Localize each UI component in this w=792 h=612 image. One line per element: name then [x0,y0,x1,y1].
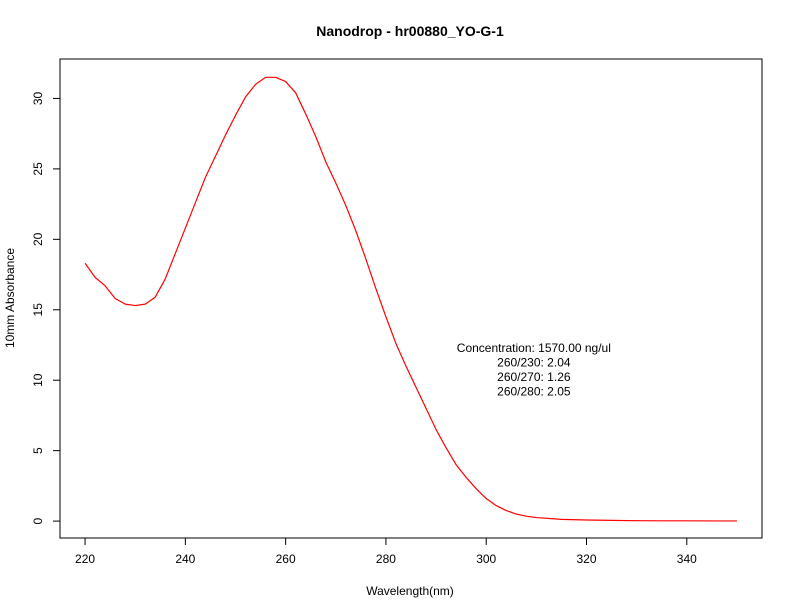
x-tick-label: 300 [476,552,496,566]
x-axis: 220 240 260 280 300 320 340 [75,538,697,566]
y-axis: 0 5 10 15 20 25 30 [31,91,60,524]
x-tick-label: 240 [175,552,195,566]
x-tick-label: 340 [677,552,697,566]
annotation-line: Concentration: 1570.00 ng/ul [457,341,611,355]
absorbance-series-line [84,76,737,522]
y-tick-label: 25 [31,162,45,176]
plot-frame [59,58,763,539]
x-axis-label: Wavelength(nm) [366,584,454,598]
y-tick-label: 0 [31,517,45,524]
annotation-line: 260/280: 2.05 [497,385,571,399]
x-tick-label: 320 [576,552,596,566]
annotation-line: 260/230: 2.04 [497,356,571,370]
y-tick-label: 10 [31,373,45,387]
y-tick-label: 5 [31,447,45,454]
chart-title: Nanodrop - hr00880_YO-G-1 [316,23,504,39]
y-axis-label: 10mm Absorbance [3,248,17,348]
y-tick-label: 15 [31,303,45,317]
annotation-line: 260/270: 1.26 [497,370,571,384]
series-layer [84,76,737,522]
y-tick-label: 20 [31,232,45,246]
x-tick-label: 280 [376,552,396,566]
y-tick-label: 30 [31,91,45,105]
x-tick-label: 220 [75,552,95,566]
x-tick-label: 260 [276,552,296,566]
